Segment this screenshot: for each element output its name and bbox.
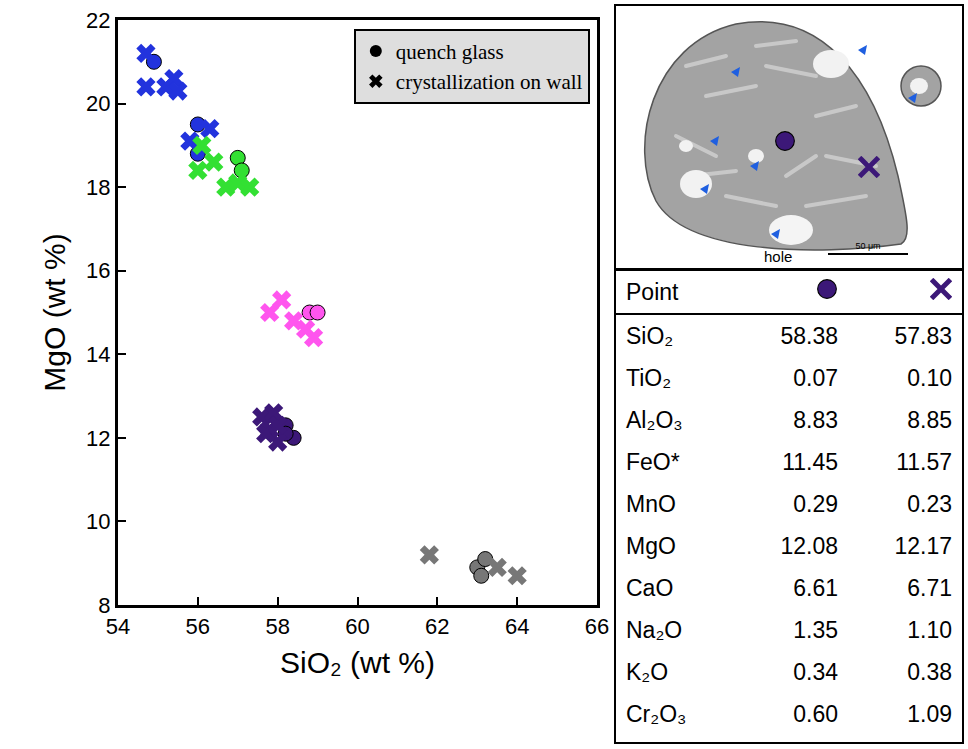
html-text:SiO₂: SiO₂ <box>626 322 674 349</box>
svg-text:8: 8 <box>98 593 110 618</box>
html-text:Point: Point <box>626 278 679 305</box>
svg-text:66: 66 <box>585 614 609 639</box>
html-text:1.09: 1.09 <box>907 700 952 727</box>
html-text:8.85: 8.85 <box>907 406 952 433</box>
svg-text:18: 18 <box>86 175 110 200</box>
html-text:0.38: 0.38 <box>907 658 952 685</box>
html-text:0.07: 0.07 <box>793 364 839 391</box>
html-text:FeO*: FeO* <box>626 448 680 475</box>
html-text:0.60: 0.60 <box>793 700 839 727</box>
svg-text:64: 64 <box>505 614 529 639</box>
svg-text:16: 16 <box>86 258 110 283</box>
html-text:12.17: 12.17 <box>894 532 952 559</box>
svg-text:hole: hole <box>764 248 792 265</box>
svg-text:22: 22 <box>86 8 110 33</box>
html-text:MnO: MnO <box>626 490 676 517</box>
html-text:6.71: 6.71 <box>907 574 952 601</box>
svg-text:62: 62 <box>425 614 449 639</box>
html-text:57.83: 57.83 <box>894 322 952 349</box>
svg-text:50 μm: 50 μm <box>855 241 880 251</box>
svg-text:12: 12 <box>86 426 110 451</box>
html-text:K₂O: K₂O <box>626 658 669 685</box>
html-text:0.10: 0.10 <box>907 364 952 391</box>
html-text:TiO₂: TiO₂ <box>626 364 672 391</box>
svg-text:20: 20 <box>86 91 110 116</box>
svg-text:MgO (wt %): MgO (wt %) <box>38 233 71 391</box>
svg-text:60: 60 <box>345 614 369 639</box>
html-text:0.29: 0.29 <box>793 490 839 517</box>
html-text:CaO: CaO <box>626 574 674 601</box>
html-text:6.61: 6.61 <box>793 574 839 601</box>
html-text:Al₂O₃: Al₂O₃ <box>626 406 683 433</box>
html-text:Na₂O: Na₂O <box>626 616 683 643</box>
svg-text:58: 58 <box>265 614 289 639</box>
html-text:MgO: MgO <box>626 532 676 559</box>
svg-text:54: 54 <box>106 614 130 639</box>
html-text:11.45: 11.45 <box>782 448 839 475</box>
svg-text:crystallization on wall: crystallization on wall <box>396 70 583 94</box>
html-text:0.34: 0.34 <box>793 658 839 685</box>
html-text:1.35: 1.35 <box>793 616 839 643</box>
html-text:8.83: 8.83 <box>793 406 839 433</box>
svg-text:56: 56 <box>186 614 210 639</box>
html-text:0.23: 0.23 <box>907 490 952 517</box>
svg-text:quench glass: quench glass <box>396 40 504 64</box>
html-text:58.38: 58.38 <box>780 322 839 349</box>
html-text:Cr₂O₃: Cr₂O₃ <box>626 700 687 727</box>
svg-text:14: 14 <box>86 342 110 367</box>
html-text:1.10: 1.10 <box>907 616 952 643</box>
svg-text:10: 10 <box>86 509 110 534</box>
html-text:11.57: 11.57 <box>896 448 952 475</box>
svg-text:SiO₂ (wt %): SiO₂ (wt %) <box>280 646 435 679</box>
html-text:12.08: 12.08 <box>780 532 839 559</box>
